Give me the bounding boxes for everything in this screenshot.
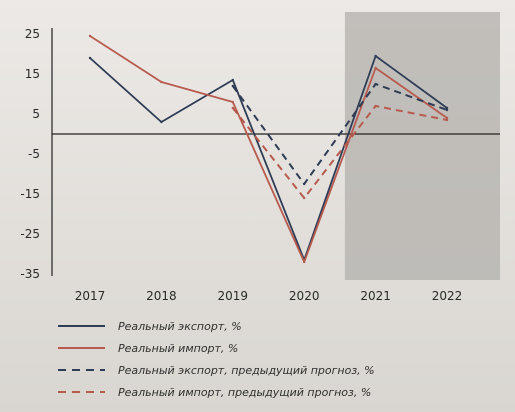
series-4-point [445, 118, 449, 122]
x-tick-label: 2022 [432, 289, 463, 303]
legend-label-4: Реальный импорт, предыдущий прогноз, % [118, 386, 371, 399]
series-4-point [374, 104, 377, 108]
y-axis-labels: 25 15 5 -5 -15 -25 -35 [20, 27, 40, 281]
series-1-point [445, 106, 449, 110]
y-tick-label: -15 [20, 187, 40, 201]
series-line-1 [89, 55, 448, 261]
series-2-point [160, 80, 163, 84]
series-line-4 [232, 105, 448, 199]
series-3-point [303, 182, 306, 186]
x-tick-label: 2017 [75, 289, 106, 303]
x-tick-label: 2018 [146, 289, 177, 303]
series-1-point [374, 54, 377, 58]
legend: Реальный экспорт, % Реальный импорт, % Реа… [58, 320, 375, 399]
series-4-point [303, 196, 306, 200]
series-line-3 [231, 83, 448, 185]
series-lines [88, 34, 449, 264]
y-tick-label: -35 [20, 267, 40, 281]
series-4-point [231, 106, 234, 110]
series-1-point [160, 120, 163, 124]
series-2-point [231, 100, 234, 104]
legend-label-1: Реальный экспорт, % [118, 320, 242, 333]
y-tick-label: 15 [25, 67, 40, 81]
series-2-point [303, 260, 306, 264]
y-tick-label: -25 [20, 227, 40, 241]
forecast-shaded-region [344, 12, 500, 280]
series-1-point [88, 56, 92, 60]
series-2-point [374, 66, 377, 70]
series-line-2 [89, 35, 448, 263]
series-3-point [445, 108, 449, 112]
y-tick-label: 5 [32, 107, 40, 121]
x-tick-label: 2019 [218, 289, 249, 303]
legend-label-2: Реальный импорт, % [118, 342, 238, 355]
series-2-point [445, 116, 449, 120]
y-tick-label: -5 [28, 147, 40, 161]
y-tick-label: 25 [25, 27, 40, 41]
legend-label-3: Реальный экспорт, предыдущий прогноз, % [118, 364, 375, 377]
series-3-point [374, 82, 377, 86]
x-axis-labels: 2017 2018 2019 2020 2021 2022 [75, 289, 463, 303]
series-2-point [88, 34, 92, 38]
series-1-point [231, 78, 234, 82]
x-tick-label: 2021 [360, 289, 391, 303]
series-3-point [231, 84, 234, 88]
x-tick-label: 2020 [289, 289, 320, 303]
